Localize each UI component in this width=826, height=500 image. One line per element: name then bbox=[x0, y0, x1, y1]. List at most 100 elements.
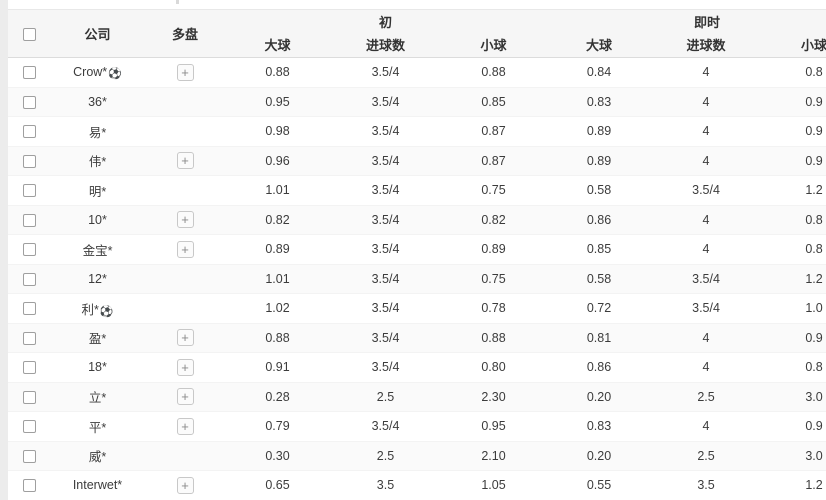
company-name: 12* bbox=[88, 271, 107, 286]
odds-value: 3.5/4 bbox=[330, 87, 441, 117]
row-checkbox[interactable] bbox=[22, 302, 36, 316]
odds-value: 0.20 bbox=[546, 382, 653, 412]
odds-value: 0.80 bbox=[441, 352, 547, 383]
row-checkbox[interactable] bbox=[22, 66, 36, 80]
odds-value: 1.2 bbox=[760, 175, 826, 206]
row-checkbox[interactable] bbox=[22, 243, 36, 257]
company-cell: 36* bbox=[50, 87, 145, 117]
odds-value: 0.8 bbox=[760, 234, 826, 265]
row-checkbox[interactable] bbox=[22, 331, 36, 345]
row-checkbox[interactable] bbox=[22, 449, 36, 463]
odds-value: 3.5/4 bbox=[330, 234, 441, 265]
initial-goals-header: 进球数 bbox=[330, 32, 441, 58]
row-checkbox[interactable] bbox=[22, 390, 36, 404]
multi-column-header: 多盘 bbox=[145, 9, 225, 58]
odds-value: 0.96 bbox=[225, 146, 330, 176]
odds-value: 0.8 bbox=[760, 57, 826, 88]
odds-value: 0.28 bbox=[225, 382, 330, 412]
expand-multi-button[interactable]: + bbox=[176, 358, 194, 376]
odds-value: 1.02 bbox=[225, 293, 330, 324]
row-checkbox-cell bbox=[8, 470, 50, 500]
odds-value: 0.83 bbox=[546, 411, 653, 442]
multi-cell: + bbox=[145, 382, 225, 412]
table-row: 10* +0.82 3.5/4 0.82 0.86 4 0.8 bbox=[8, 205, 826, 235]
company-cell: 18* bbox=[50, 352, 145, 383]
expand-multi-button[interactable]: + bbox=[176, 63, 194, 81]
company-name: Crow* bbox=[73, 64, 108, 79]
odds-value: 4 bbox=[652, 323, 761, 353]
row-checkbox[interactable] bbox=[22, 361, 36, 375]
company-cell: 伟* bbox=[50, 146, 145, 176]
live-goals-header: 进球数 bbox=[652, 32, 761, 58]
row-checkbox[interactable] bbox=[22, 154, 36, 168]
odds-value: 1.2 bbox=[760, 264, 826, 294]
select-all-checkbox[interactable] bbox=[22, 28, 36, 42]
odds-value: 0.85 bbox=[546, 234, 653, 265]
company-name: 金宝* bbox=[82, 243, 113, 258]
odds-value: 0.89 bbox=[546, 116, 653, 147]
odds-value: 0.58 bbox=[546, 175, 653, 206]
select-all-header-cell bbox=[8, 9, 50, 58]
expand-multi-button[interactable]: + bbox=[176, 152, 194, 170]
expand-multi-button[interactable]: + bbox=[176, 329, 194, 347]
row-checkbox[interactable] bbox=[22, 184, 36, 198]
odds-value: 0.86 bbox=[546, 205, 653, 235]
table-row: 立* +0.28 2.5 2.30 0.20 2.5 3.0 bbox=[8, 382, 826, 412]
company-name: 平* bbox=[88, 420, 107, 435]
company-cell: 平* bbox=[50, 411, 145, 442]
row-checkbox-cell bbox=[8, 441, 50, 471]
expand-multi-button[interactable]: + bbox=[176, 240, 194, 258]
odds-value: 0.81 bbox=[546, 323, 653, 353]
odds-value: 0.91 bbox=[225, 352, 330, 383]
multi-cell bbox=[145, 441, 225, 471]
multi-cell bbox=[145, 293, 225, 324]
odds-value: 0.88 bbox=[441, 57, 547, 88]
odds-value: 3.5/4 bbox=[330, 205, 441, 235]
table-row: 金宝* +0.89 3.5/4 0.89 0.85 4 0.8 bbox=[8, 234, 826, 265]
odds-value: 4 bbox=[652, 205, 761, 235]
expand-multi-button[interactable]: + bbox=[176, 388, 194, 406]
odds-table-container: 公司 多盘 初 即时 大球 进球数 小球 大球 进球数 小球 Crow*⚽ +0.… bbox=[8, 9, 826, 500]
odds-value: 2.5 bbox=[330, 441, 441, 471]
odds-value: 4 bbox=[652, 57, 761, 88]
expand-multi-button[interactable]: + bbox=[176, 476, 194, 494]
row-checkbox[interactable] bbox=[22, 95, 36, 109]
table-row: 36* 0.95 3.5/4 0.85 0.83 4 0.9 bbox=[8, 87, 826, 117]
company-cell: Crow*⚽ bbox=[50, 57, 145, 88]
odds-value: 0.95 bbox=[441, 411, 547, 442]
expand-multi-button[interactable]: + bbox=[176, 417, 194, 435]
odds-value: 4 bbox=[652, 352, 761, 383]
multi-cell: + bbox=[145, 323, 225, 353]
company-name: Interwet* bbox=[72, 478, 123, 493]
row-checkbox[interactable] bbox=[22, 125, 36, 139]
odds-value: 3.5/4 bbox=[330, 411, 441, 442]
odds-value: 3.5/4 bbox=[330, 352, 441, 383]
multi-cell: + bbox=[145, 411, 225, 442]
initial-over-header: 大球 bbox=[225, 32, 330, 58]
company-cell: 利*⚽ bbox=[50, 293, 145, 324]
row-checkbox[interactable] bbox=[22, 272, 36, 286]
row-checkbox[interactable] bbox=[22, 420, 36, 434]
company-cell: 明* bbox=[50, 175, 145, 206]
table-row: Interwet* +0.65 3.5 1.05 0.55 3.5 1.2 bbox=[8, 470, 826, 500]
company-name: 立* bbox=[88, 391, 107, 406]
company-cell: 金宝* bbox=[50, 234, 145, 265]
company-name: 明* bbox=[88, 184, 107, 199]
top-strip bbox=[8, 0, 826, 9]
company-name: 利* bbox=[81, 302, 99, 317]
company-cell: Interwet* bbox=[50, 470, 145, 500]
row-checkbox[interactable] bbox=[22, 479, 36, 493]
live-group-header: 即时 bbox=[546, 9, 826, 32]
odds-table-body: Crow*⚽ +0.88 3.5/4 0.88 0.84 4 0.8 36* 0.95 3.5/4… bbox=[8, 57, 826, 500]
odds-value: 0.84 bbox=[546, 57, 653, 88]
odds-value: 3.5/4 bbox=[330, 264, 441, 294]
expand-multi-button[interactable]: + bbox=[176, 211, 194, 229]
odds-value: 1.01 bbox=[225, 264, 330, 294]
odds-value: 3.5/4 bbox=[652, 175, 761, 206]
odds-value: 0.95 bbox=[225, 87, 330, 117]
row-checkbox[interactable] bbox=[22, 213, 36, 227]
company-name: 伟* bbox=[88, 155, 107, 170]
odds-value: 0.30 bbox=[225, 441, 330, 471]
odds-value: 0.9 bbox=[760, 87, 826, 117]
odds-value: 0.82 bbox=[441, 205, 547, 235]
